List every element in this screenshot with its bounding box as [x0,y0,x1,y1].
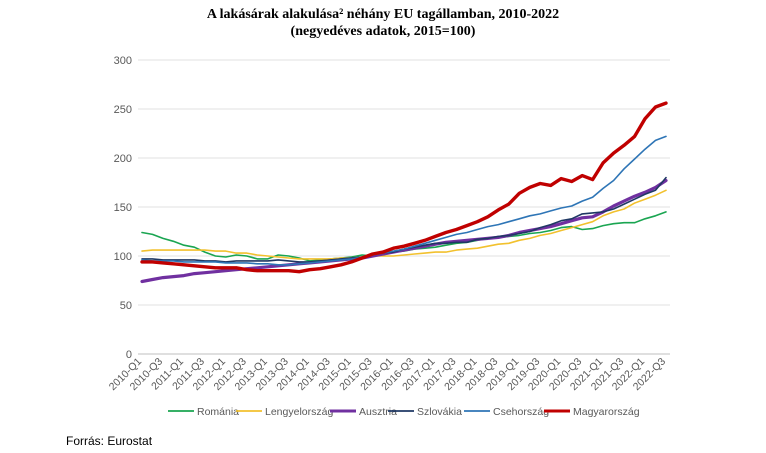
y-tick-label: 250 [114,104,132,116]
line-chart: 0 50 100 150 200 250 300 2010-Q12010-Q32011-Q1… [107,55,670,418]
y-tick-label: 0 [126,349,132,361]
legend-label: Románia [197,406,239,418]
legend: Románia Lengyelország Ausztria Szlovákia Cse… [168,406,640,418]
legend-label: Lengyelország [265,406,333,418]
series-line-Románia [141,211,667,262]
series-line-Csehország [141,135,667,266]
y-tick-label: 100 [114,251,132,263]
chart-subtitle: (negyedéves adatok, 2015=100) [290,24,476,39]
series-lines [140,101,668,284]
series-line-Ausztria [140,178,668,284]
y-tick-label: 200 [114,153,132,165]
series-line-Magyarország [140,101,668,274]
legend-label: Szlovákia [417,406,462,418]
gridlines [138,59,670,355]
source-note: Forrás: Eurostat [66,434,153,448]
legend-label: Magyarország [573,406,640,418]
y-tick-label: 50 [120,300,132,312]
x-axis-ticks: 2010-Q12010-Q32011-Q12011-Q32012-Q12012-… [107,356,668,393]
series-line-Lengyelország [141,189,667,260]
legend-label: Csehország [493,406,549,418]
legend-label: Ausztria [359,406,397,418]
y-axis-ticks: 0 50 100 150 200 250 300 [114,55,132,361]
y-tick-label: 150 [114,202,132,214]
y-tick-label: 300 [114,55,132,67]
chart-title: A lakásárak alakulása² néhány EU tagálla… [206,7,560,22]
